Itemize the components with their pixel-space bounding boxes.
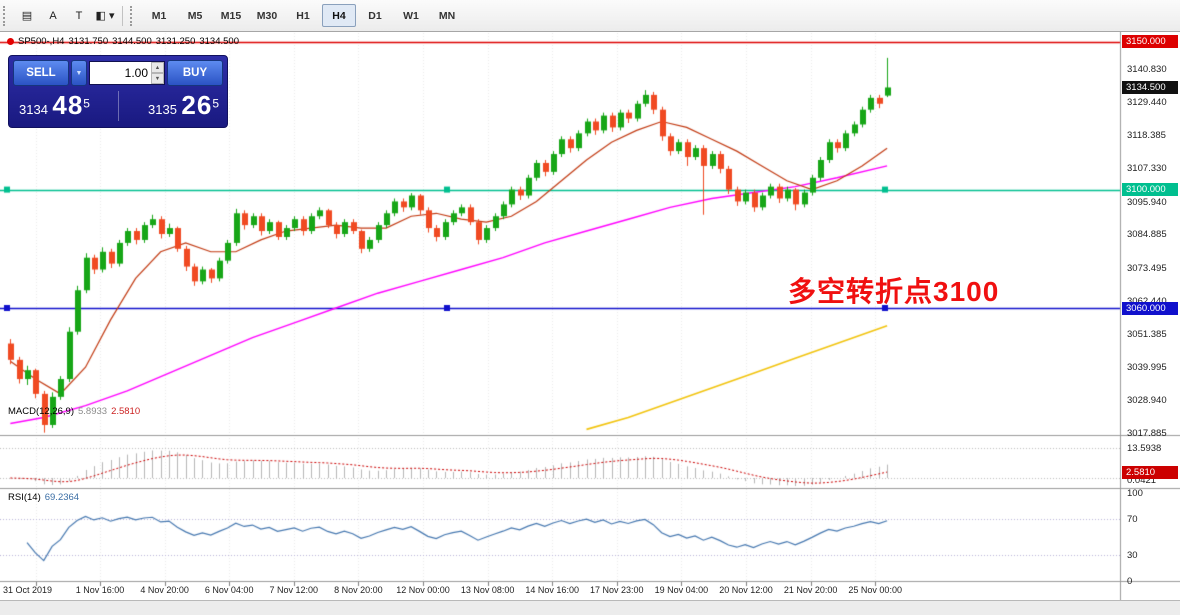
macd-axis-label: 13.5938 [1127,442,1162,454]
ohlc-high: 3144.500 [112,36,152,47]
ohlc-close: 3134.500 [199,36,239,47]
price-line-badge[interactable]: 3060.000 [1122,301,1178,315]
toolbar-grip[interactable] [3,5,10,26]
price-tick-label: 3140.830 [1127,63,1167,75]
price-tick-label: 3028.940 [1127,394,1167,406]
symbol-name: SP500-,H4 [18,36,65,47]
price-tick-label: 3017.885 [1127,427,1167,439]
timeframe-button-d1[interactable]: D1 [368,9,382,22]
macd-name: MACD(12,26,9) [8,406,74,417]
time-tick-label: 14 Nov 16:00 [525,585,579,595]
time-tick-label: 21 Nov 20:00 [783,585,838,595]
symbol-info: SP500-,H4 3131.750 3144.500 3131.250 313… [7,36,239,47]
time-tick-label: 12 Nov 00:00 [396,585,450,595]
time-tick-label: 17 Nov 23:00 [590,585,644,595]
price-divider [117,91,119,121]
timeframe-button-m1[interactable]: M1 [151,9,167,22]
chart-text-annotation[interactable]: 多空转折点3100 [788,276,1000,307]
bid-price-display[interactable]: 3134 485 [13,89,116,123]
macd-axis-label: 0.0421 [1127,475,1157,486]
ohlc-open: 3131.750 [68,36,109,47]
rsi-axis-label: 70 [1127,514,1138,526]
rsi-axis-label: 30 [1127,549,1138,561]
color-scheme-icon[interactable]: ◧ ▾ [95,10,115,22]
macd-signal-badge: 2.5810 [1122,465,1178,479]
volume-down-button[interactable]: ▼ [151,73,164,84]
time-tick-label: 20 Nov 12:00 [719,585,773,595]
timeframe-button-h4[interactable]: H4 [322,4,356,27]
macd-main-value: 5.8933 [78,406,108,417]
price-tick-label: 3084.885 [1127,229,1167,241]
timeframe-toolbar-grip[interactable] [130,5,137,26]
sell-dropdown-caret-icon[interactable]: ▼ [71,60,87,86]
sell-button[interactable]: SELL [13,60,69,86]
buy-button[interactable]: BUY [167,60,223,86]
top-toolbar: ▤ A T ◧ ▾ M1 M5 M15 M30 H1 H4 D1 W1 MN [0,0,1180,32]
ask-price-prefix: 3135 [148,102,177,117]
price-tick-label: 3118.385 [1127,130,1166,142]
time-tick-label: 31 Oct 2019 [3,585,53,595]
price-tick-label: 3062.440 [1127,296,1167,307]
timeframe-button-m30[interactable]: M30 [256,9,278,22]
one-click-trade-panel: SELL ▼ ▲ ▼ BUY 3134 485 3135 [8,55,228,128]
volume-stepper: ▲ ▼ [151,62,164,84]
chart-list-icon[interactable]: ▤ [21,10,33,22]
rsi-name: RSI(14) [8,492,41,503]
alert-dot-icon [7,38,14,45]
bid-price-main: 48 [52,90,84,120]
time-tick-label: 19 Nov 04:00 [654,585,709,595]
ask-price-main: 26 [181,90,213,120]
time-tick-label: 7 Nov 12:00 [269,585,319,595]
bid-price-sup: 5 [83,96,90,111]
toolbar-separator [122,5,123,26]
chart-area: SP500-,H4 3131.750 3144.500 3131.250 313… [0,32,1180,600]
timeframe-button-m5[interactable]: M5 [187,9,203,22]
price-tick-label: 3039.995 [1127,362,1167,374]
ohlc-low: 3131.250 [155,36,196,47]
bottom-scroll-strip[interactable] [0,600,1180,615]
time-tick-label: 25 Nov 00:00 [848,585,902,595]
price-tick-label: 3051.385 [1127,328,1167,340]
time-tick-label: 8 Nov 20:00 [334,585,383,595]
text-cursor-icon[interactable]: T [75,9,83,22]
time-tick-label: 1 Nov 16:00 [75,585,125,595]
current-price-badge: 3134.500 [1122,80,1178,94]
macd-indicator-label: MACD(12,26,9) 5.8933 2.5810 [8,406,140,417]
rsi-value: 69.2364 [44,492,80,503]
font-icon[interactable]: A [49,9,57,22]
timeframe-button-w1[interactable]: W1 [403,9,419,22]
timeframe-toolbar: M1 M5 M15 M30 H1 H4 D1 W1 MN [141,4,465,27]
rsi-indicator-label: RSI(14) 69.2364 [8,492,79,503]
price-tick-label: 3095.940 [1127,196,1167,208]
price-line-badge[interactable]: 3100.000 [1122,183,1178,197]
macd-signal-value: 2.5810 [111,406,141,417]
volume-up-button[interactable]: ▲ [151,62,164,73]
ask-price-display[interactable]: 3135 265 [121,89,224,123]
time-tick-label: 4 Nov 20:00 [140,585,189,595]
price-tick-label: 3073.495 [1127,263,1167,275]
time-tick-label: 6 Nov 04:00 [204,585,254,595]
ask-price-sup: 5 [212,96,219,111]
rsi-axis-label: 100 [1127,488,1143,499]
timeframe-button-h1[interactable]: H1 [296,9,310,22]
bid-price-prefix: 3134 [19,102,48,117]
time-tick-label: 13 Nov 08:00 [460,585,515,595]
toolbar-icon-group: ▤ A T ◧ ▾ [14,4,118,28]
price-line-badge[interactable]: 3150.000 [1122,35,1178,49]
rsi-axis-label: 0 [1127,576,1133,587]
timeframe-button-m15[interactable]: M15 [220,9,242,22]
timeframe-button-mn[interactable]: MN [438,9,456,22]
price-tick-label: 3129.440 [1127,97,1167,109]
price-tick-label: 3107.330 [1127,162,1167,174]
